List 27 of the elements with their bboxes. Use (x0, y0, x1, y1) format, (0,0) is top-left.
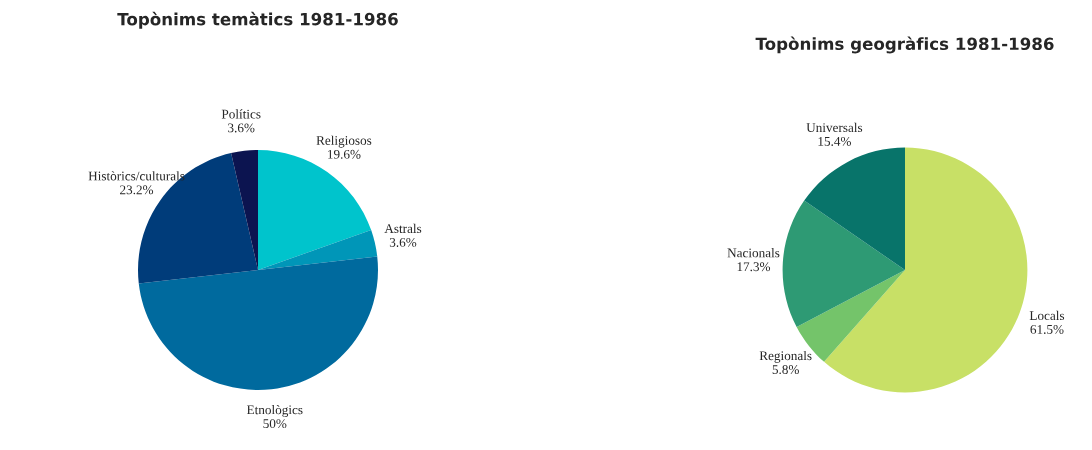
chart-title: Topònims geogràfics 1981-1986 (755, 36, 1054, 54)
data-label: 15.4% (818, 136, 851, 146)
data-label: 50% (263, 419, 287, 429)
slice-label: Universals (806, 122, 863, 133)
slice-label: Històrics/culturals (88, 171, 185, 181)
slice-label: Etnològics (246, 404, 303, 417)
data-label: 5.8% (772, 365, 799, 375)
pie-slice (824, 147, 1028, 393)
pie-slice (782, 200, 905, 327)
pie-slice (804, 147, 905, 270)
slice-label: Religiosos (316, 135, 372, 148)
pie-slice (231, 150, 258, 270)
data-label: 19.6% (328, 149, 361, 159)
data-label: 61.5% (1030, 324, 1064, 334)
slice-label: Locals (1029, 310, 1065, 321)
pie-slice (258, 230, 378, 270)
data-label: 23.2% (120, 185, 154, 195)
chart-title: Topònims temàtics 1981-1986 (117, 11, 398, 29)
data-label: 3.6% (389, 237, 417, 247)
pie-slice (258, 150, 372, 270)
data-label: 17.3% (737, 262, 771, 272)
slice-label: Regionals (759, 350, 812, 363)
pie-slice (138, 256, 378, 390)
slice-label: Polítics (221, 109, 261, 119)
slice-label: Nacionals (727, 248, 780, 258)
data-label: 3.6% (228, 123, 255, 133)
slice-label: Astrals (384, 223, 422, 234)
